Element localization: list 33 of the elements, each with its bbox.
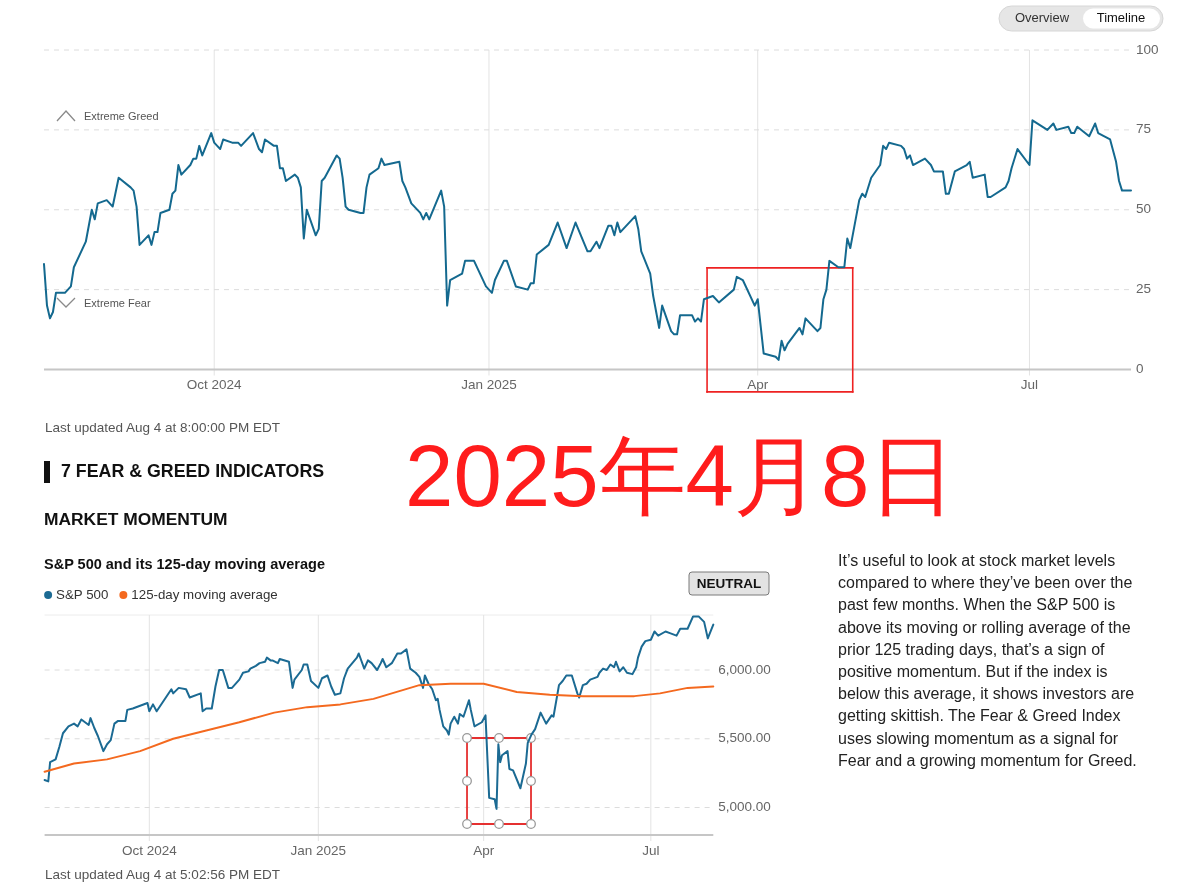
chart-title: S&P 500 and its 125-day moving average (44, 555, 326, 572)
text: 7 FEAR & GREED INDICATORS (61, 460, 325, 481)
text: Last updated Aug 4 at 8:00:00 PM EDT (45, 419, 280, 435)
x-tick-label: Jan 2025 (461, 377, 517, 393)
legend-label: S&P 500 (56, 586, 109, 602)
line-series (43, 615, 715, 810)
text: Overview (1014, 9, 1070, 25)
text: NEUTRAL (696, 575, 762, 591)
text: It’s useful to look at stock market levels compared to where they’ve been over the past few months. When the S&P 500 is above its moving or rolling average of the prior 125 trading days, that’s a sign of positive momentum. But if the index is below this average, it shows investors are getting skittish. The Fear & Greed Index uses slowing momentum as a signal for Fear and a growing momentum for Greed. (838, 552, 1137, 769)
x-tick-label: Apr (747, 377, 769, 393)
x-tick-label: Jul (642, 842, 660, 858)
line-series (43, 119, 1132, 361)
y-tick-label: 5,500.00 (718, 730, 771, 746)
text: Timeline (1096, 9, 1146, 25)
x-tick-label: Apr (473, 842, 495, 858)
y-tick-label: 0 (1136, 361, 1144, 377)
y-tick-label: 75 (1136, 121, 1152, 137)
legend-label: 125-day moving average (131, 586, 278, 602)
x-tick-label: Oct 2024 (186, 377, 243, 393)
y-tick-label: 25 (1136, 281, 1152, 297)
x-tick-label: Jul (1020, 377, 1039, 393)
x-tick-label: Oct 2024 (121, 842, 178, 858)
y-tick-label: 50 (1136, 201, 1152, 217)
text: Last updated Aug 4 at 5:02:56 PM EDT (45, 866, 280, 882)
annotation: Extreme Greed (84, 109, 159, 122)
annotation: Extreme Fear (84, 296, 151, 309)
y-tick-label: 5,000.00 (718, 799, 771, 815)
text: MARKET MOMENTUM (44, 508, 228, 529)
x-tick-label: Jan 2025 (290, 842, 347, 858)
text: 2025年4月8日 (405, 427, 957, 524)
y-tick-label: 100 (1136, 41, 1159, 57)
line-series (43, 682, 715, 773)
y-tick-label: 6,000.00 (718, 661, 771, 677)
